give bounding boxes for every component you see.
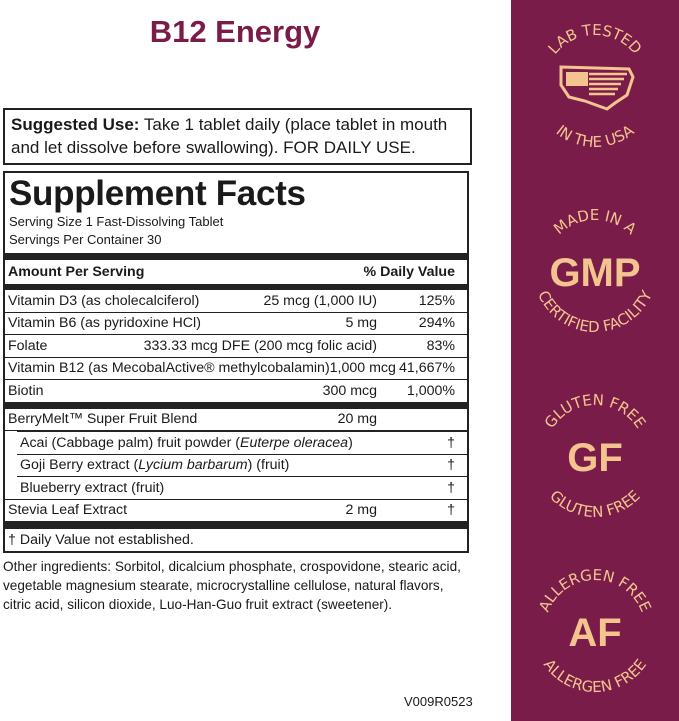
column-header: Amount Per Serving % Daily Value <box>5 260 467 285</box>
stevia-name: Stevia Leaf Extract <box>8 502 128 519</box>
badge-bottom-text: IN THE USA <box>553 121 638 151</box>
blend-item-name: Goji Berry extract (Lycium barbarum) (fr… <box>20 457 290 474</box>
divider <box>5 253 467 260</box>
other-ingredients: Other ingredients: Sorbitol, dicalcium p… <box>3 559 461 612</box>
suggested-use-text: Take 1 tablet daily (place tablet in mou… <box>11 115 448 157</box>
serving-size: Serving Size 1 Fast-Dissolving Tablet <box>9 214 224 229</box>
badge-top-text: LAB TESTED <box>544 21 645 58</box>
facts-heading: Supplement Facts <box>9 174 306 213</box>
nutrient-name: Biotin <box>8 382 44 399</box>
blend-item-row: Blueberry extract (fruit) † <box>17 477 467 499</box>
badge-lab-tested: LAB TESTED IN THE USA <box>544 21 645 151</box>
nutrient-dv: 83% <box>426 337 455 354</box>
badge-top-text: MADE IN A <box>550 206 640 238</box>
blend-row: BerryMelt™ Super Fruit Blend 20 mg <box>5 409 467 431</box>
nutrient-row: Vitamin B12 (as MecobalActive® methylcob… <box>5 358 467 380</box>
blend-item-name: Blueberry extract (fruit) <box>20 479 165 496</box>
nutrient-row: Vitamin D3 (as cholecalciferol) 25 mcg (1… <box>5 290 467 313</box>
product-code: V009R0523 <box>404 694 473 709</box>
amount-header: Amount Per Serving <box>8 264 145 280</box>
blend-item-row: Acai (Cabbage palm) fruit powder (Euterp… <box>17 431 467 455</box>
badge-sidebar: LAB TESTED IN THE USA MADE IN A CERTIFIE… <box>511 0 679 721</box>
product-title: B12 Energy <box>149 14 321 49</box>
usa-flag-map-icon <box>559 65 635 111</box>
badge-center-text: GF <box>567 436 623 480</box>
nutrient-name: Folate <box>8 337 48 354</box>
blend-item-dv: † <box>447 479 455 496</box>
blend-item-dv: † <box>447 434 455 451</box>
nutrient-name: Vitamin B12 (as MecobalActive® methylcob… <box>8 360 330 377</box>
stevia-dv: † <box>447 502 455 519</box>
blend-item-dv: † <box>447 457 455 474</box>
nutrient-name: Vitamin D3 (as cholecalciferol) <box>8 292 200 309</box>
nutrient-amount: 333.33 mcg DFE (200 mcg folic acid) <box>143 337 377 354</box>
divider <box>5 285 467 290</box>
nutrient-dv: 125% <box>418 292 455 309</box>
nutrient-dv: 41,667% <box>398 360 455 377</box>
supplement-facts-panel: Supplement Facts Serving Size 1 Fast-Dis… <box>3 171 469 553</box>
nutrient-amount: 1,000 mcg <box>329 360 396 377</box>
nutrient-amount: 300 mcg <box>322 382 377 399</box>
suggested-use-label: Suggested Use: <box>11 115 140 134</box>
badge-bottom-text: ALLERGEN FREE <box>540 656 650 697</box>
badge-center-text: AF <box>568 611 621 655</box>
nutrient-row: Biotin 300 mcg 1,000% <box>5 380 467 402</box>
blend-item-name: Acai (Cabbage palm) fruit powder (Euterp… <box>20 434 353 451</box>
nutrient-amount: 5 mg <box>345 315 377 332</box>
divider <box>5 401 467 409</box>
suggested-use-box: Suggested Use: Take 1 tablet daily (plac… <box>3 108 472 165</box>
blend-name: BerryMelt™ Super Fruit Blend <box>8 411 198 428</box>
nutrient-name: Vitamin B6 (as pyridoxine HCl) <box>8 315 201 332</box>
servings-per-container: Servings Per Container 30 <box>9 232 162 247</box>
footnote: † Daily Value not established. <box>8 531 194 548</box>
nutrient-dv: 1,000% <box>406 382 455 399</box>
stevia-row: Stevia Leaf Extract 2 mg † <box>5 498 467 522</box>
nutrient-row: Vitamin B6 (as pyridoxine HCl) 5 mg 294% <box>5 313 467 335</box>
blend-amount: 20 mg <box>337 411 377 428</box>
nutrient-dv: 294% <box>418 315 455 332</box>
badge-bottom-text: GLUTEN FREE <box>546 487 643 522</box>
badge-top-text: GLUTEN FREE <box>541 391 650 432</box>
nutrient-row: Folate 333.33 mcg DFE (200 mcg folic acid… <box>5 335 467 358</box>
blend-item-row: Goji Berry extract (Lycium barbarum) (fr… <box>17 455 467 477</box>
badge-top-text: ALLERGEN FREE <box>535 566 655 615</box>
badge-center-text: GMP <box>549 251 640 295</box>
dv-header: % Daily Value <box>363 264 455 280</box>
nutrient-amount: 25 mcg (1,000 IU) <box>263 292 377 309</box>
divider <box>5 522 467 529</box>
stevia-amount: 2 mg <box>345 502 377 519</box>
